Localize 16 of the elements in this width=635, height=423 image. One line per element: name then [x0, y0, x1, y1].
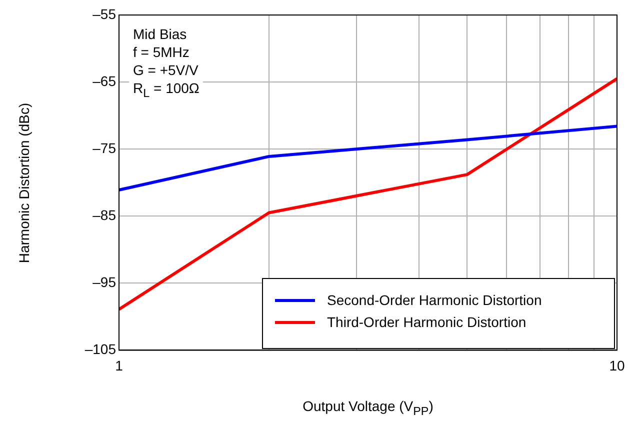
y-tick-label: –55 [92, 6, 116, 22]
annotation: G = +5V/V [133, 61, 200, 79]
y-tick-label: –85 [92, 206, 116, 223]
legend-label: Second-Order Harmonic Distortion [327, 292, 542, 308]
x-tick-label: 1 [115, 357, 124, 374]
y-tick-label: –95 [92, 274, 116, 290]
x-axis-title: Output Voltage (V$_{PP}$) [302, 398, 434, 418]
x-tick-label: 10 [609, 357, 625, 374]
annotation: R$_{L}$ = 100Ω [133, 79, 200, 102]
y-tick-label: –105 [84, 341, 116, 358]
legend-label: Third-Order Harmonic Distortion [327, 314, 526, 330]
y-axis-title: Harmonic Distortion (dBc) [16, 102, 32, 263]
y-tick-label: –65 [92, 72, 116, 89]
annotation: f = 5MHz [133, 43, 190, 61]
annotation: Mid Bias [133, 25, 188, 43]
y-tick-label: –75 [92, 140, 116, 156]
